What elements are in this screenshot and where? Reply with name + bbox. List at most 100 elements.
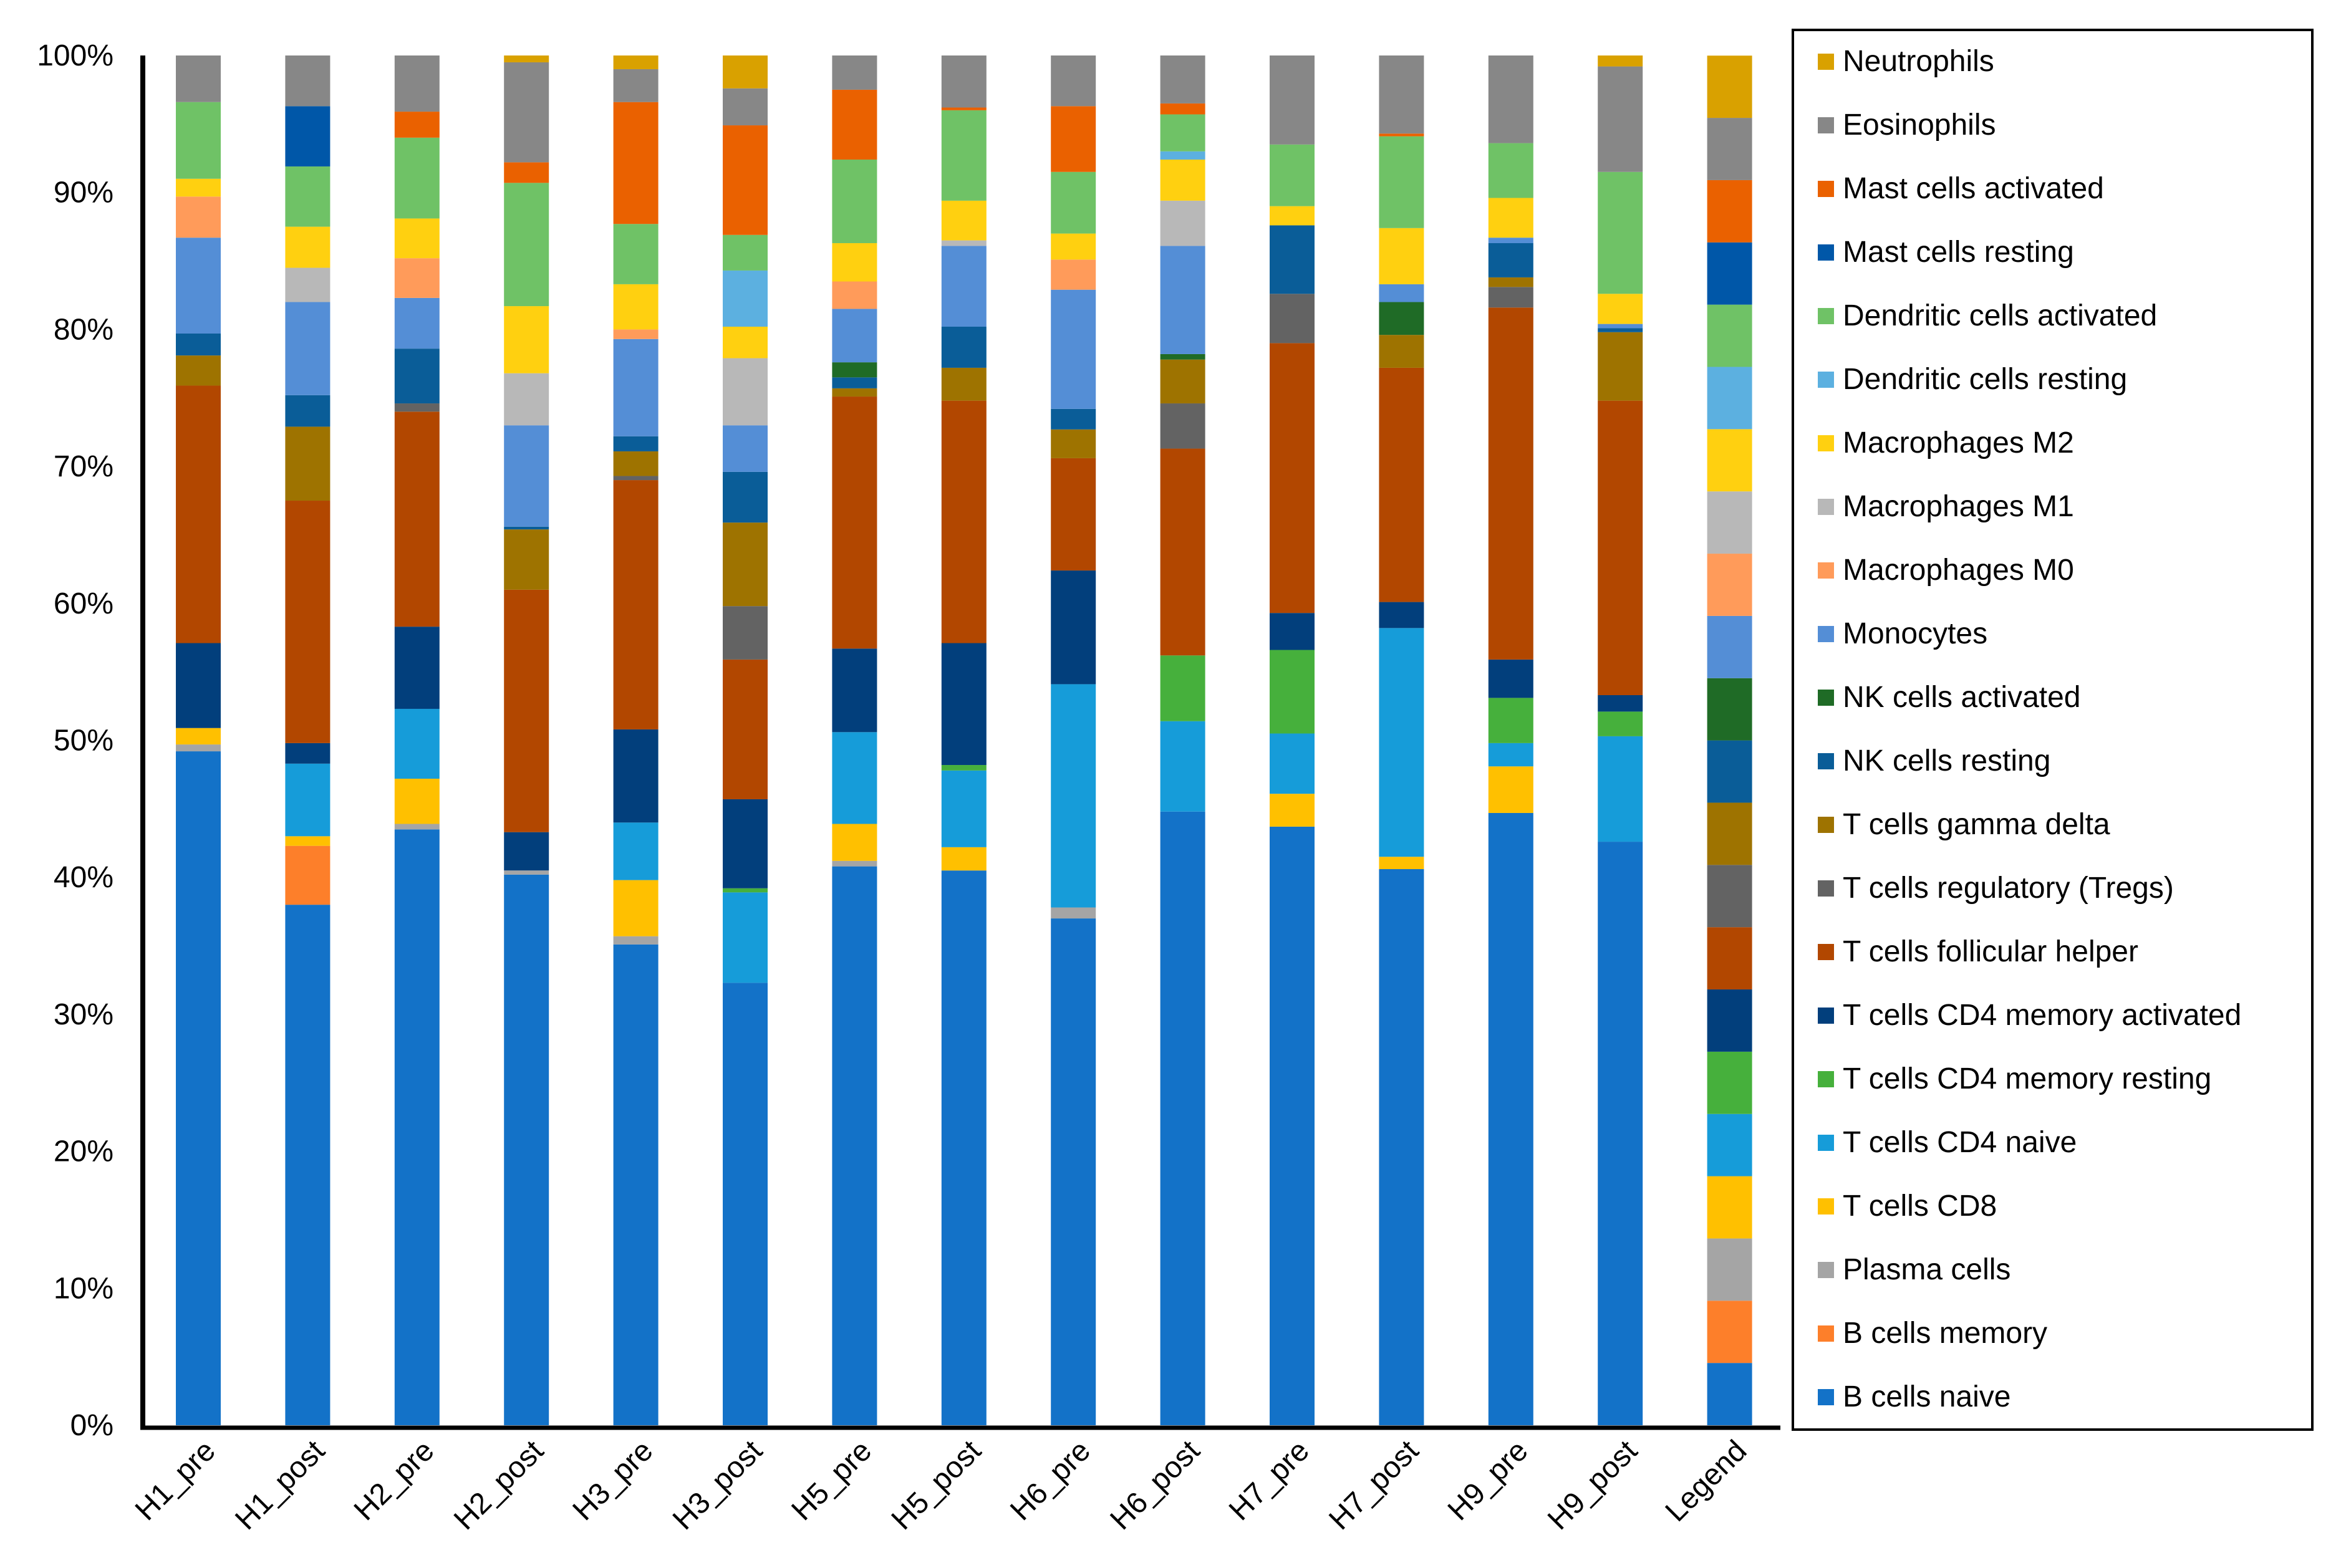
bar-segment-b-cells-naive — [1598, 842, 1643, 1425]
bar-segment-t-cells-cd4-memory-resting — [723, 888, 768, 893]
legend-swatch — [1818, 626, 1834, 642]
bar-segment-nk-cells-resting — [394, 349, 440, 404]
legend-item: Eosinophils — [1818, 108, 1996, 142]
bar-segment-macrophages-m0 — [1051, 259, 1096, 290]
bars — [176, 55, 1752, 1425]
bar-segment-neutrophils — [1598, 55, 1643, 67]
bar-segment-t-cells-cd4-memory-resting — [941, 765, 987, 771]
bar-segment-monocytes — [613, 339, 659, 436]
bar-segment-t-cells-cd4-memory-activated — [176, 643, 221, 728]
bar-segment-t-cells-cd8 — [176, 728, 221, 745]
legend-label: T cells CD4 naive — [1843, 1126, 2077, 1159]
bar-segment-macrophages-m0 — [1707, 554, 1752, 616]
y-tick-label: 0% — [70, 1409, 113, 1442]
bar-segment-t-cells-cd4-naive — [1160, 721, 1205, 812]
bar-segment-t-cells-cd8 — [613, 880, 659, 936]
bar-segment-macrophages-m2 — [941, 200, 987, 241]
bar-segment-eosinophils — [394, 55, 440, 112]
legend-label: B cells memory — [1843, 1317, 2047, 1350]
bar-segment-t-cells-follicular-helper — [1598, 400, 1643, 695]
bar-segment-t-cells-follicular-helper — [613, 480, 659, 729]
bar-segment-nk-cells-resting — [1488, 243, 1533, 277]
y-tick-label: 60% — [54, 587, 113, 620]
bar-segment-monocytes — [176, 238, 221, 334]
legend-swatch — [1818, 1262, 1834, 1278]
bar-segment-t-cells-gamma-delta — [176, 355, 221, 386]
bar-segment-dendritic-cells-activated — [941, 110, 987, 201]
legend-swatch — [1818, 1389, 1834, 1405]
legend-box — [1792, 29, 2314, 1431]
y-tick-label: 90% — [54, 176, 113, 209]
bar-segment-t-cells-gamma-delta — [285, 426, 331, 501]
y-tick-label: 50% — [54, 724, 113, 758]
bar-segment-plasma-cells — [176, 744, 221, 752]
legend-label: Monocytes — [1843, 617, 1987, 650]
bar-segment-macrophages-m2 — [1160, 159, 1205, 201]
bar-segment-t-cells-regulatory-tregs — [394, 403, 440, 412]
legend-label: Plasma cells — [1843, 1253, 2010, 1286]
bar-segment-b-cells-naive — [832, 866, 877, 1425]
bar-segment-macrophages-m0 — [176, 196, 221, 238]
bar-segment-t-cells-cd4-memory-resting — [1598, 711, 1643, 736]
bar-segment-t-cells-follicular-helper — [1160, 448, 1205, 656]
legend-label: T cells gamma delta — [1843, 808, 2110, 841]
bar-stack-h1-pre — [176, 55, 221, 1425]
bar-segment-eosinophils — [723, 88, 768, 126]
bar-segment-b-cells-naive — [1051, 918, 1096, 1425]
bar-segment-eosinophils — [1707, 118, 1752, 180]
bar-segment-monocytes — [723, 425, 768, 472]
bar-segment-monocytes — [1707, 615, 1752, 678]
legend-swatch — [1818, 54, 1834, 70]
bar-stack-h5-post — [941, 55, 987, 1425]
bar-segment-nk-cells-resting — [613, 436, 659, 451]
bar-segment-dendritic-cells-activated — [1379, 136, 1424, 228]
x-tick-label: H9_post — [1542, 1434, 1644, 1536]
bar-segment-b-cells-naive — [941, 870, 987, 1425]
bar-segment-t-cells-cd4-memory-activated — [832, 648, 877, 733]
bar-segment-t-cells-cd4-naive — [941, 770, 987, 847]
bar-segment-mast-cells-activated — [1160, 103, 1205, 115]
bar-segment-macrophages-m2 — [1707, 429, 1752, 492]
bar-segment-macrophages-m2 — [832, 243, 877, 282]
legend-swatch — [1818, 1071, 1834, 1087]
bar-segment-macrophages-m1 — [1160, 200, 1205, 246]
bar-segment-t-cells-follicular-helper — [1707, 927, 1752, 990]
bar-segment-dendritic-cells-resting — [1160, 151, 1205, 160]
bar-segment-t-cells-gamma-delta — [1707, 802, 1752, 865]
bar-segment-nk-cells-resting — [285, 395, 331, 427]
legend-label: T cells CD4 memory activated — [1843, 999, 2241, 1032]
bar-segment-dendritic-cells-activated — [832, 159, 877, 243]
x-tick-label: H2_pre — [348, 1434, 441, 1527]
bar-segment-dendritic-cells-activated — [1488, 143, 1533, 198]
bar-stack-h6-pre — [1051, 55, 1096, 1425]
legend-item: T cells CD4 naive — [1818, 1126, 2077, 1159]
legend-item: Macrophages M0 — [1818, 554, 2074, 587]
bar-segment-t-cells-cd4-naive — [832, 732, 877, 824]
legend-label: Eosinophils — [1843, 108, 1996, 142]
legend-item: T cells CD8 — [1818, 1190, 1997, 1223]
bar-segment-neutrophils — [723, 55, 768, 89]
x-tick-label: H5_post — [886, 1434, 988, 1536]
bar-stack-h9-pre — [1488, 55, 1533, 1425]
y-tick-label: 40% — [54, 861, 113, 894]
bar-segment-eosinophils — [1598, 66, 1643, 172]
legend-swatch — [1818, 1198, 1834, 1214]
bar-stack-h5-pre — [832, 55, 877, 1425]
legend-item: NK cells activated — [1818, 681, 2081, 714]
x-tick-label: H9_pre — [1442, 1434, 1535, 1527]
bar-segment-t-cells-follicular-helper — [504, 589, 549, 832]
legend-swatch — [1818, 372, 1834, 388]
bar-segment-macrophages-m2 — [176, 178, 221, 197]
bar-segment-b-cells-naive — [285, 905, 331, 1425]
bar-segment-macrophages-m2 — [723, 327, 768, 358]
bar-segment-t-cells-regulatory-tregs — [1270, 294, 1315, 344]
y-axis-ticks: 0% 10% 20% 30% 40% 50% 60% 70% 80% 90% 100% — [37, 39, 113, 1442]
legend-item: Mast cells resting — [1818, 236, 2074, 269]
bar-segment-dendritic-cells-activated — [1598, 171, 1643, 294]
bar-segment-t-cells-gamma-delta — [832, 388, 877, 397]
bar-segment-macrophages-m1 — [1707, 491, 1752, 554]
legend-item: Neutrophils — [1818, 45, 1994, 78]
bar-segment-mast-cells-resting — [285, 106, 331, 166]
legend-item: T cells regulatory (Tregs) — [1818, 872, 2174, 905]
